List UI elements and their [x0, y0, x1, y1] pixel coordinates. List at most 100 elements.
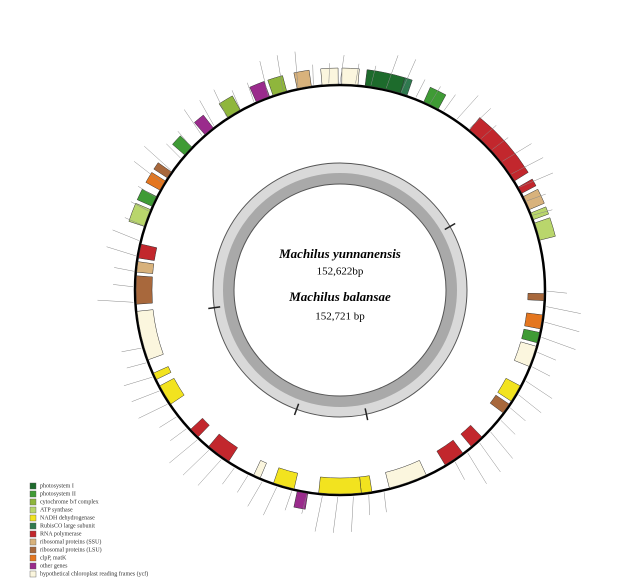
leader-line — [519, 172, 554, 188]
legend-label: photosystem II — [40, 491, 76, 497]
leader-line — [112, 229, 140, 241]
legend-label: clpP, matK — [40, 555, 67, 561]
legend-label: hypothetical chloroplast reading frames … — [40, 570, 148, 577]
leader-line — [532, 209, 553, 216]
leader-line — [328, 63, 330, 84]
gene-block — [136, 309, 164, 361]
leader-line — [247, 481, 263, 507]
gene-block — [489, 394, 510, 414]
legend-swatch — [29, 514, 37, 522]
leader-line — [339, 54, 345, 84]
gene-block — [138, 243, 158, 261]
leader-line — [177, 131, 192, 147]
gene-block — [172, 135, 193, 156]
leader-line — [541, 337, 576, 350]
legend-label: RNA polymerase — [40, 531, 82, 537]
leader-line — [97, 299, 134, 303]
leader-line — [537, 352, 556, 361]
gene-block — [136, 188, 157, 207]
gene-block — [273, 467, 299, 490]
gene-block — [318, 476, 362, 495]
leader-line — [518, 394, 542, 413]
leader-line — [123, 376, 153, 386]
gene-block — [153, 366, 172, 380]
gene-block — [524, 312, 543, 330]
legend-label: ribosomal proteins (LSU) — [40, 546, 102, 553]
leader-line — [222, 467, 235, 485]
leader-line — [511, 157, 544, 175]
gene-block — [135, 275, 153, 305]
legend-label: cytochrome b/f complex — [40, 498, 99, 505]
leader-line — [490, 431, 513, 459]
gene-block — [320, 67, 339, 86]
leader-line — [456, 95, 479, 120]
leader-line — [121, 347, 142, 353]
gene-block — [497, 377, 521, 402]
leader-line — [144, 145, 172, 171]
leader-line — [370, 65, 377, 86]
gene-block — [436, 439, 464, 466]
leader-line — [170, 428, 187, 441]
leader-line — [467, 452, 487, 484]
legend-label: ribosomal proteins (SSU) — [40, 538, 101, 545]
leader-line — [314, 496, 323, 532]
gene-block — [423, 86, 447, 110]
leader-line — [429, 86, 441, 104]
leader-line — [294, 51, 299, 88]
gene-block — [341, 67, 360, 86]
leader-line — [114, 267, 134, 272]
leader-line — [276, 55, 284, 92]
leader-line — [469, 108, 491, 129]
region-tick — [208, 306, 221, 310]
gene-block — [527, 293, 545, 301]
leader-line — [301, 494, 308, 514]
leader-line — [481, 125, 497, 139]
genome-length: 152,622bp — [317, 266, 364, 278]
genome-length: 152,721 bp — [315, 311, 365, 323]
gene-block — [469, 117, 529, 182]
legend-swatch — [29, 562, 37, 570]
gene-block — [145, 172, 166, 191]
legend-swatch — [29, 506, 37, 514]
leader-line — [532, 366, 551, 377]
leader-line — [247, 82, 255, 102]
leader-line — [199, 100, 215, 126]
leader-line — [355, 63, 360, 84]
leader-line — [166, 143, 181, 159]
gene-block — [534, 217, 556, 241]
leader-line — [544, 321, 580, 332]
gene-block — [253, 460, 267, 479]
leader-line — [231, 90, 241, 109]
leader-line — [443, 94, 456, 112]
leader-line — [197, 459, 222, 486]
leader-line — [500, 420, 516, 435]
leader-line — [491, 137, 509, 150]
leader-line — [237, 475, 249, 493]
leader-line — [400, 59, 417, 93]
gene-block — [267, 75, 287, 96]
gene-block — [159, 377, 185, 405]
leader-line — [312, 64, 314, 85]
gene-block — [513, 341, 537, 367]
legend-swatch — [29, 570, 37, 578]
gene-block — [194, 114, 214, 135]
gene-block — [399, 77, 413, 96]
gene-block — [523, 188, 545, 210]
gene-block — [153, 162, 172, 179]
leader-line — [526, 193, 546, 202]
leader-line — [546, 306, 581, 314]
leader-line — [259, 61, 269, 96]
leader-line — [510, 407, 526, 422]
gene-block — [359, 475, 373, 494]
legend-label: NADH dehydrogenase — [40, 515, 95, 521]
gene-block — [460, 424, 483, 447]
legend-swatch — [29, 498, 37, 506]
gene-block — [136, 261, 155, 274]
leader-line — [479, 442, 501, 473]
leader-line — [546, 290, 568, 294]
leader-line — [133, 161, 163, 184]
legend-swatch — [29, 554, 37, 562]
leader-line — [368, 494, 370, 516]
